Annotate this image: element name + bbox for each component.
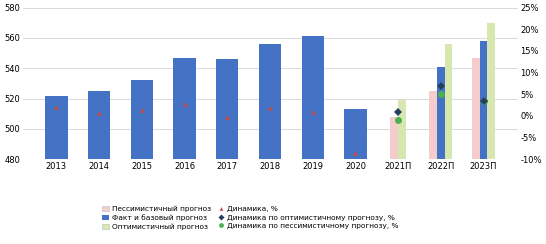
Bar (45, 96, 68, 159)
Bar (488, 23, 495, 159)
Bar (444, 44, 452, 159)
Bar (429, 91, 437, 159)
Bar (480, 41, 488, 159)
Legend: Пессимистичный прогноз, Факт и базовый прогноз, Оптимистичный прогноз, Динамика,: Пессимистичный прогноз, Факт и базовый п… (102, 205, 399, 230)
Bar (390, 117, 398, 159)
Bar (174, 58, 195, 159)
Bar (301, 36, 324, 159)
Bar (345, 109, 366, 159)
Bar (88, 91, 110, 159)
Bar (259, 44, 281, 159)
Bar (437, 67, 444, 159)
Bar (472, 58, 480, 159)
Bar (398, 100, 406, 159)
Bar (216, 59, 239, 159)
Bar (130, 81, 153, 159)
